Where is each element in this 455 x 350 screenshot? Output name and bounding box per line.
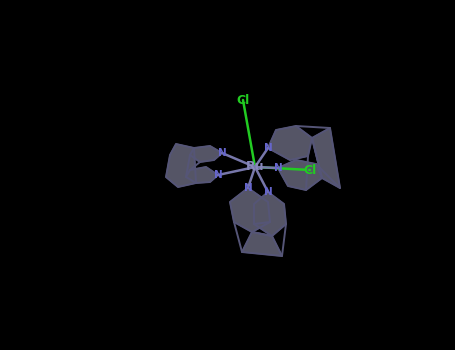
Polygon shape <box>242 232 282 256</box>
Polygon shape <box>268 126 312 160</box>
Text: N: N <box>263 143 273 153</box>
Text: N: N <box>263 187 273 197</box>
Polygon shape <box>254 192 286 236</box>
Text: Ru: Ru <box>246 161 264 174</box>
Text: Cl: Cl <box>303 163 317 176</box>
Polygon shape <box>166 144 196 187</box>
Polygon shape <box>186 167 218 183</box>
Text: Cl: Cl <box>237 93 250 106</box>
Polygon shape <box>278 160 322 190</box>
Text: N: N <box>243 183 253 193</box>
Polygon shape <box>190 146 222 162</box>
Polygon shape <box>230 188 270 232</box>
Text: N: N <box>214 170 222 180</box>
Text: N: N <box>273 163 283 173</box>
Text: N: N <box>217 148 227 158</box>
Polygon shape <box>312 128 340 188</box>
